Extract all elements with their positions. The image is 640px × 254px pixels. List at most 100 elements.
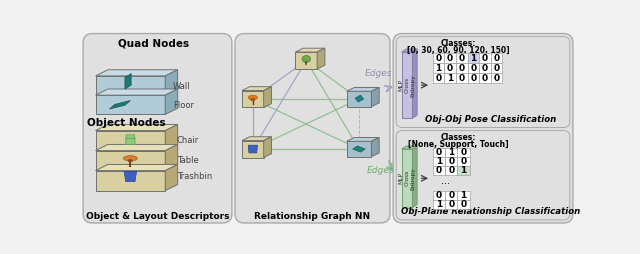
Ellipse shape xyxy=(302,56,310,62)
Text: 1: 1 xyxy=(448,148,454,157)
Bar xyxy=(458,166,470,175)
Text: 1: 1 xyxy=(435,64,442,73)
Text: 0: 0 xyxy=(470,64,476,73)
Text: Obj-Obj Pose Classification: Obj-Obj Pose Classification xyxy=(425,115,556,124)
Bar xyxy=(433,191,445,200)
Polygon shape xyxy=(248,145,257,153)
Polygon shape xyxy=(412,49,417,118)
Bar xyxy=(433,148,445,157)
Bar xyxy=(491,63,502,73)
Polygon shape xyxy=(125,74,131,89)
Polygon shape xyxy=(109,101,131,109)
FancyBboxPatch shape xyxy=(396,37,570,128)
Polygon shape xyxy=(402,52,412,118)
Text: 0: 0 xyxy=(448,200,454,209)
Bar xyxy=(433,157,445,166)
Bar xyxy=(479,63,491,73)
Text: 0: 0 xyxy=(459,64,465,73)
Polygon shape xyxy=(165,145,178,171)
Polygon shape xyxy=(317,48,325,69)
Polygon shape xyxy=(95,70,178,76)
Text: 1: 1 xyxy=(461,191,467,200)
Text: 0: 0 xyxy=(435,74,442,83)
Polygon shape xyxy=(242,141,264,157)
Polygon shape xyxy=(347,137,379,141)
Bar xyxy=(433,53,444,63)
Text: 0: 0 xyxy=(493,54,500,63)
Text: Wall: Wall xyxy=(173,82,191,91)
Bar xyxy=(433,200,445,209)
Text: Relationship Graph NN: Relationship Graph NN xyxy=(255,212,371,221)
Bar xyxy=(456,73,467,83)
Bar xyxy=(444,73,456,83)
Text: 1: 1 xyxy=(436,200,442,209)
Text: 0: 0 xyxy=(470,74,476,83)
Text: Edges: Edges xyxy=(365,69,392,78)
Bar xyxy=(445,166,458,175)
Polygon shape xyxy=(402,146,417,149)
Polygon shape xyxy=(165,70,178,95)
Text: 0: 0 xyxy=(459,54,465,63)
Text: Classes:: Classes: xyxy=(440,39,476,48)
Text: 0: 0 xyxy=(448,166,454,175)
Text: Floor: Floor xyxy=(173,101,194,110)
Bar xyxy=(491,53,502,63)
Text: [0, 30, 60, 90, 120, 150]: [0, 30, 60, 90, 120, 150] xyxy=(407,46,509,55)
Ellipse shape xyxy=(124,156,138,161)
Polygon shape xyxy=(95,145,178,151)
Polygon shape xyxy=(371,87,379,107)
Text: ...: ... xyxy=(440,176,449,186)
Polygon shape xyxy=(95,131,165,151)
Text: Object & Layout Descriptors: Object & Layout Descriptors xyxy=(86,212,229,221)
Bar xyxy=(433,166,445,175)
Text: Chair: Chair xyxy=(177,136,199,145)
FancyBboxPatch shape xyxy=(126,135,134,139)
Text: 0: 0 xyxy=(447,64,453,73)
Bar xyxy=(458,148,470,157)
Ellipse shape xyxy=(128,160,132,162)
Polygon shape xyxy=(347,141,371,157)
Polygon shape xyxy=(165,89,178,114)
FancyBboxPatch shape xyxy=(396,131,570,220)
Polygon shape xyxy=(95,89,178,95)
Text: 0: 0 xyxy=(493,64,500,73)
Ellipse shape xyxy=(248,95,257,100)
Polygon shape xyxy=(347,87,379,91)
Polygon shape xyxy=(402,149,412,208)
Polygon shape xyxy=(242,137,271,141)
Polygon shape xyxy=(412,146,417,208)
FancyBboxPatch shape xyxy=(235,34,390,223)
Polygon shape xyxy=(165,164,178,191)
Text: 1: 1 xyxy=(461,166,467,175)
FancyBboxPatch shape xyxy=(125,137,135,145)
Text: 0: 0 xyxy=(435,54,442,63)
Bar xyxy=(445,191,458,200)
Polygon shape xyxy=(165,124,178,151)
Text: Obj-Plane Relationship Classification: Obj-Plane Relationship Classification xyxy=(401,207,580,216)
Polygon shape xyxy=(95,95,165,114)
Polygon shape xyxy=(95,124,178,131)
Text: Trashbin: Trashbin xyxy=(177,172,212,181)
Bar xyxy=(479,53,491,63)
Text: 1: 1 xyxy=(470,54,476,63)
Polygon shape xyxy=(296,52,317,69)
Polygon shape xyxy=(353,146,365,152)
Polygon shape xyxy=(95,151,165,171)
Text: MLP
Cross
Entropy: MLP Cross Entropy xyxy=(399,167,415,190)
Ellipse shape xyxy=(251,99,255,101)
FancyBboxPatch shape xyxy=(393,34,573,223)
FancyBboxPatch shape xyxy=(83,34,232,223)
Text: 0: 0 xyxy=(448,157,454,166)
Text: 0: 0 xyxy=(493,74,500,83)
Text: 0: 0 xyxy=(461,200,467,209)
Text: Object Nodes: Object Nodes xyxy=(87,118,166,128)
Bar xyxy=(445,200,458,209)
Bar xyxy=(479,73,491,83)
Polygon shape xyxy=(124,171,136,181)
Polygon shape xyxy=(95,76,165,95)
Text: 0: 0 xyxy=(459,74,465,83)
Bar xyxy=(458,191,470,200)
Text: Quad Nodes: Quad Nodes xyxy=(118,38,189,48)
Text: 0: 0 xyxy=(482,54,488,63)
Text: 1: 1 xyxy=(436,157,442,166)
